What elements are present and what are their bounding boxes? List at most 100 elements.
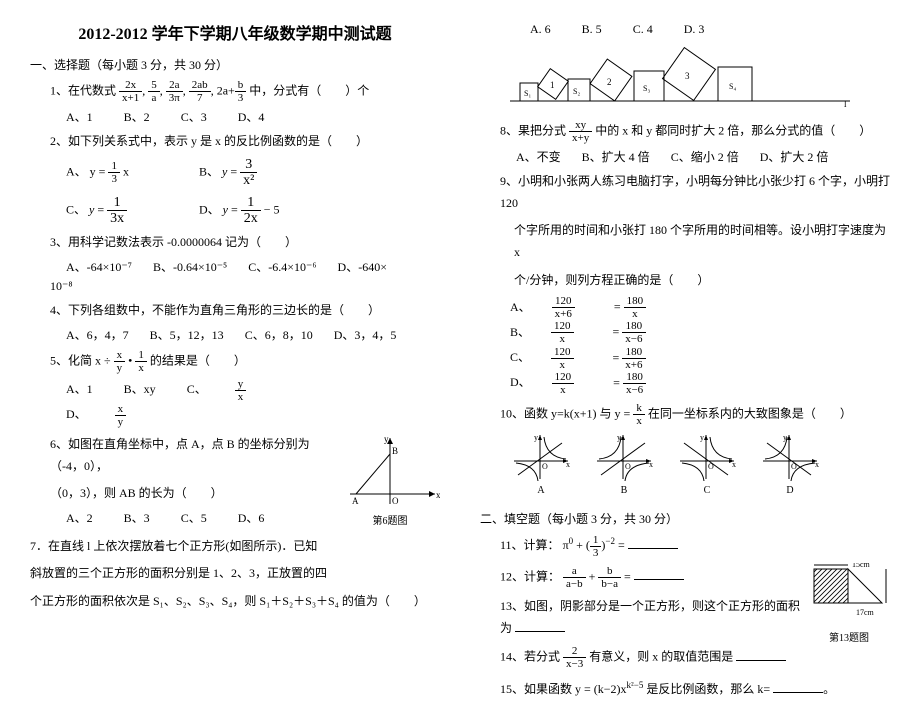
q2-options: A、 y = 13 x B、 y = 3x² C、 y = 13x D、 y =… xyxy=(66,157,440,227)
q10-stem-b: 在同一坐标系内的大致图象是（ ） xyxy=(648,406,852,420)
q1-stem-a: 1、在代数式 xyxy=(50,83,116,97)
q8-options: A、不变 B、扩大 4 倍 C、缩小 2 倍 D、扩大 2 倍 xyxy=(516,148,890,165)
svg-text:S₁: S₁ xyxy=(524,89,531,98)
q12-eq: = xyxy=(624,569,631,583)
question-9-line3: 个/分钟，则列方程正确的是（ ） xyxy=(514,270,890,292)
q10-lab-d: D xyxy=(759,485,821,496)
q5-opt-d: D、 xyxy=(66,405,87,422)
q1-opt-d: D、4 xyxy=(238,108,265,125)
q11-blank xyxy=(628,536,678,549)
svg-text:y: y xyxy=(534,433,538,442)
q5-opt-c: C、 xyxy=(187,380,207,397)
q10-lab-c: C xyxy=(676,485,738,496)
q1-expr-1: 2xx+1 xyxy=(119,79,142,104)
q10-graphs: x y O A x y O B xyxy=(510,431,890,496)
q10-stem-a: 10、函数 y=k(x+1) 与 xyxy=(500,406,612,420)
q4-opt-d: D、3，4，5 xyxy=(334,326,397,343)
q8-opt-c: C、缩小 2 倍 xyxy=(671,148,739,165)
q1-options: A、1 B、2 C、3 D、4 xyxy=(66,108,440,125)
svg-text:O: O xyxy=(625,462,631,471)
q6-opt-d: D、6 xyxy=(238,509,265,526)
q13-blank xyxy=(515,619,565,632)
svg-text:x: x xyxy=(815,460,819,469)
q8-opt-d: D、扩大 2 倍 xyxy=(760,148,829,165)
q12-stem-a: 12、计算： xyxy=(500,569,560,583)
q9-options: A、 120x+6 = 180x B、 120x = 180x−6 C、 120… xyxy=(510,295,890,396)
question-11: 11、计算： π0 + (13)−2 = xyxy=(500,533,890,559)
q6-opt-a: A、2 xyxy=(66,509,93,526)
q1-opt-a: A、1 xyxy=(66,108,93,125)
question-7-line2: 斜放置的三个正方形的面积分别是 1、2、3，正放置的四 xyxy=(30,563,440,585)
q5-opt-b: B、xy xyxy=(124,380,156,397)
q7-options: A. 6 B. 5 C. 4 D. 3 xyxy=(530,22,890,37)
question-9-line1: 9、小明和小张两人练习电脑打字，小明每分钟比小张少打 6 个字，小明打 120 xyxy=(500,171,890,214)
q1-opt-b: B、2 xyxy=(124,108,150,125)
q8-opt-b: B、扩大 4 倍 xyxy=(582,148,650,165)
q7-opt-d: D. 3 xyxy=(684,22,705,37)
question-4: 4、下列各组数中，不能作为直角三角形的三边长的是（ ） xyxy=(50,300,440,322)
q10-graph-d: x y O xyxy=(759,431,821,483)
svg-text:S₃: S₃ xyxy=(643,84,650,93)
q14-stem-a: 14、若分式 xyxy=(500,650,560,664)
q3-opt-a: A、-64×10⁻⁷ xyxy=(66,258,132,275)
question-5: 5、化简 x ÷ xy • 1x 的结果是（ ） xyxy=(50,349,440,374)
question-12: 12、计算： aa−b + bb−a = xyxy=(500,565,890,590)
question-2: 2、如下列关系式中，表示 y 是 x 的反比例函数的是（ ） xyxy=(50,131,440,153)
question-9-line2: 个字所用的时间和小张打 180 个字所用的时间相等。设小明打字速度为 x xyxy=(514,220,890,263)
q4-opt-b: B、5，12，13 xyxy=(150,326,224,343)
page-title: 2012-2012 学年下学期八年级数学期中测试题 xyxy=(30,20,440,44)
q10-lab-a: A xyxy=(510,485,572,496)
q10-lab-b: B xyxy=(593,485,655,496)
question-1: 1、在代数式 2xx+1, 5a, 2a3π, 2ab7, 2a+b3 中，分式… xyxy=(50,79,440,104)
q10-graph-c: xyO xyxy=(676,431,738,483)
question-3: 3、用科学记数法表示 -0.0000064 记为（ ） xyxy=(50,232,440,254)
question-10: 10、函数 y=k(x+1) 与 y = kx 在同一坐标系内的大致图象是（ ） xyxy=(500,402,890,427)
q14-stem-b: 有意义，则 x 的取值范围是 xyxy=(589,650,733,664)
q15-stem-b: 是反比例函数，那么 k= xyxy=(646,682,770,696)
svg-text:1: 1 xyxy=(550,80,555,90)
q7-opt-a: A. 6 xyxy=(530,22,551,37)
q6-opt-b: B、3 xyxy=(124,509,150,526)
q4-opt-c: C、6，8，10 xyxy=(245,326,313,343)
q12-blank xyxy=(634,567,684,580)
q7-opt-b: B. 5 xyxy=(582,22,602,37)
q8-opt-a: A、不变 xyxy=(516,148,561,165)
svg-text:O: O xyxy=(791,462,797,471)
q8-stem-b: 中的 x 和 y 都同时扩大 2 倍，那么分式的值（ ） xyxy=(595,123,871,137)
question-6-line1: 6、如图在直角坐标中，点 A，点 B 的坐标分别为（-4，0）， xyxy=(50,434,440,477)
q5-stem-a: 5、化简 xyxy=(50,353,92,367)
q4-opt-a: A、6，4，7 xyxy=(66,326,129,343)
svg-text:x: x xyxy=(732,460,736,469)
svg-text:3: 3 xyxy=(685,71,690,81)
q4-options: A、6，4，7 B、5，12，13 C、6，8，10 D、3，4，5 xyxy=(66,326,440,343)
question-13: 13、如图，阴影部分是一个正方形，则这个正方形的面积为 xyxy=(500,596,890,639)
svg-text:y: y xyxy=(617,433,621,442)
q10-graph-a: xyO xyxy=(510,431,572,483)
q6-opt-c: C、5 xyxy=(181,509,207,526)
question-6-line2: （0，3），则 AB 的长为（ ） xyxy=(50,483,440,505)
q3-opt-c: C、-6.4×10⁻⁶ xyxy=(248,258,316,275)
q2-opt-d: D、 xyxy=(199,202,220,216)
svg-text:y: y xyxy=(783,433,787,442)
question-15: 15、如果函数 y = (k−2)xk²−5 是反比例函数，那么 k= 。 xyxy=(500,677,890,701)
q5-stem-b: 的结果是（ ） xyxy=(150,353,246,367)
svg-text:O: O xyxy=(542,462,548,471)
question-7-line3: 个正方形的面积依次是 S₁、S₂、S₃、S₄，则 S₁＋S₂＋S₃＋S₄ 的值为… xyxy=(30,591,440,613)
q9-opt-d: D、 xyxy=(510,373,531,390)
q3-opt-d: D、-640× xyxy=(338,258,387,275)
q3-tail: 10⁻⁸ xyxy=(50,279,440,294)
q5-opt-a: A、1 xyxy=(66,380,93,397)
q1-expr-4: 2ab7 xyxy=(189,79,211,104)
q9-opt-a: A、 xyxy=(510,298,531,315)
section-1-heading: 一、选择题（每小题 3 分，共 30 分） xyxy=(30,56,440,73)
q10-graph-b: xyO xyxy=(593,431,655,483)
q3-options: A、-64×10⁻⁷ B、-0.64×10⁻⁵ C、-6.4×10⁻⁶ D、-6… xyxy=(66,258,440,275)
question-8: 8、果把分式 xyx+y 中的 x 和 y 都同时扩大 2 倍，那么分式的值（ … xyxy=(500,119,890,144)
q9-opt-b: B、 xyxy=(510,323,530,340)
q15-blank xyxy=(773,680,823,693)
q1-expr-3: 2a3π xyxy=(166,79,183,104)
q1-opt-c: C、3 xyxy=(181,108,207,125)
question-7-line1: 7．在直线 l 上依次摆放着七个正方形(如图所示)．已知 xyxy=(30,536,440,558)
q1-expr-5: b3 xyxy=(235,79,247,104)
q3-opt-b: B、-0.64×10⁻⁵ xyxy=(153,258,227,275)
